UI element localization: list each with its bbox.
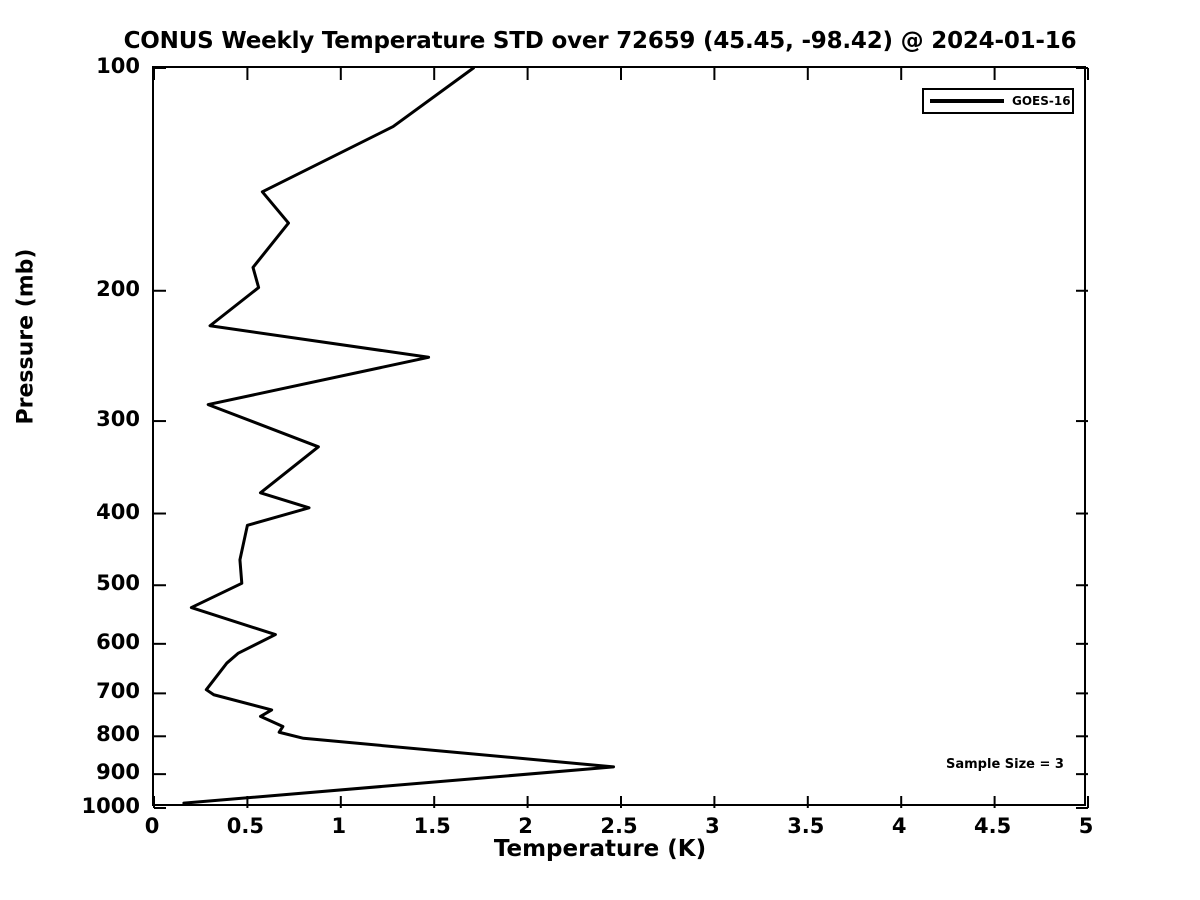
x-tick-label: 5 <box>1078 814 1094 838</box>
x-tick-label: 0.5 <box>226 814 264 838</box>
data-series-svg <box>153 66 1089 809</box>
x-tick-label: 3 <box>705 814 720 838</box>
x-tick-label: 1 <box>331 814 347 838</box>
data-line-goes16 <box>182 66 616 805</box>
axis-tick-marks <box>153 67 1089 809</box>
y-axis-label: Pressure (mb) <box>13 248 39 425</box>
y-tick-label: 300 <box>96 407 140 432</box>
x-tick-label: 1.5 <box>413 814 451 838</box>
x-tick-label: 4.5 <box>973 814 1012 838</box>
x-tick-label: 2.5 <box>600 814 638 838</box>
y-tick-label: 800 <box>96 722 140 747</box>
legend-box: GOES-16 <box>922 88 1074 114</box>
x-tick-label: 0 <box>144 814 160 838</box>
plot-area <box>152 66 1089 809</box>
sample-size-annotation: Sample Size = 3 <box>946 757 1064 772</box>
chart-title: CONUS Weekly Temperature STD over 72659 … <box>123 28 1077 54</box>
y-tick-label: 100 <box>96 54 140 78</box>
y-tick-label: 500 <box>96 571 140 596</box>
y-tick-label: 1000 <box>81 794 140 818</box>
y-tick-label: 200 <box>96 276 140 301</box>
x-tick-label: 4 <box>891 814 907 838</box>
y-tick-label: 600 <box>96 629 140 654</box>
y-tick-label: 700 <box>96 679 140 704</box>
y-tick-label: 900 <box>96 760 140 785</box>
legend-line-swatch <box>930 99 1004 103</box>
y-tick-label: 400 <box>96 499 140 524</box>
x-axis-label: Temperature (K) <box>493 836 707 862</box>
x-tick-label: 2 <box>518 814 533 838</box>
x-tick-label: 3.5 <box>787 814 825 838</box>
legend-entry-label: GOES-16 <box>1012 94 1071 108</box>
